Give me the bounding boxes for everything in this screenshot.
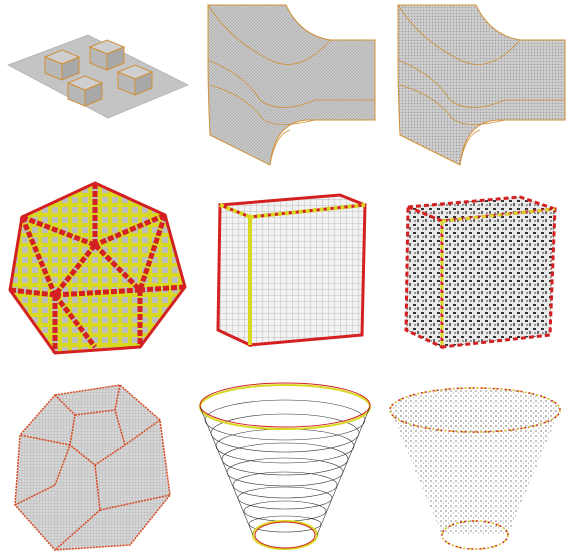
panel-pipe-junction-particles	[380, 0, 571, 175]
cube-block	[43, 49, 81, 81]
pipe-junction-particle-render	[397, 4, 566, 166]
cube-block	[66, 75, 104, 107]
plate-with-cubes-render	[7, 34, 189, 119]
panel-pipe-junction-mesh	[190, 0, 380, 175]
cube-particle-render	[404, 195, 557, 350]
icosahedron-render	[8, 181, 187, 355]
cone-mesh-render	[199, 382, 371, 550]
cube-block	[116, 64, 154, 96]
cube-mesh-render	[216, 193, 367, 348]
cube-block	[88, 39, 126, 71]
panel-icosahedron	[0, 175, 190, 365]
cone-rings	[199, 384, 371, 533]
dodecahedron-render	[14, 384, 171, 551]
panel-cone-mesh	[190, 365, 380, 557]
panel-cube-particles	[380, 175, 571, 365]
cone-particle-render	[389, 387, 561, 550]
pipe-junction-render	[207, 4, 376, 166]
panel-cone-particles	[380, 365, 571, 557]
panel-cube-mesh	[190, 175, 380, 365]
panel-dodecahedron	[0, 365, 190, 557]
panel-plate-with-cubes	[0, 0, 190, 175]
